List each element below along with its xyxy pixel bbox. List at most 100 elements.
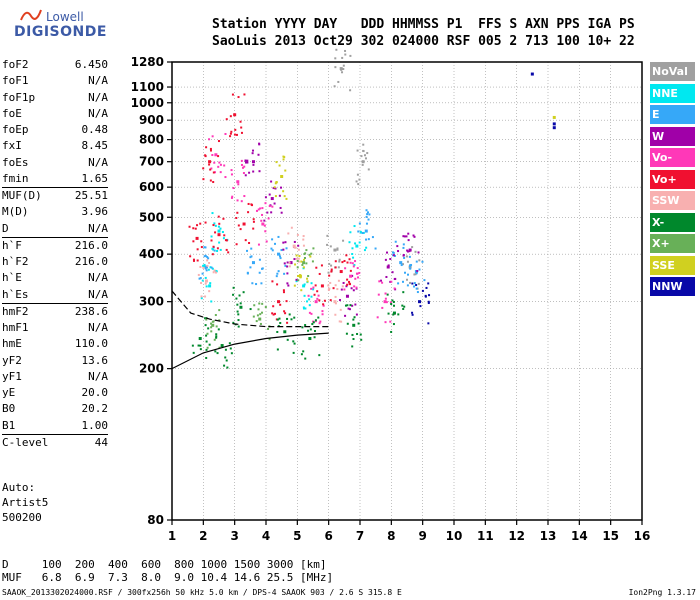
data-point: [279, 257, 282, 260]
data-point: [392, 300, 395, 303]
data-point: [406, 260, 409, 263]
data-point: [208, 343, 211, 346]
data-point: [208, 160, 212, 164]
data-point: [351, 253, 354, 256]
data-point: [299, 274, 302, 277]
param-label: fmin: [2, 171, 29, 185]
chart-legend: NoVal NNE E W Vo- Vo+ SSW X- X+ SSE NNW: [650, 62, 695, 299]
data-point: [212, 171, 215, 174]
data-point: [284, 169, 287, 172]
data-point: [301, 263, 304, 266]
data-point: [251, 152, 254, 155]
data-point: [305, 249, 308, 252]
data-point: [365, 215, 368, 218]
data-point: [303, 307, 306, 310]
data-point: [210, 167, 213, 170]
data-point: [345, 285, 348, 288]
legend-item: SSE: [650, 255, 695, 275]
data-point: [239, 228, 242, 231]
data-point: [229, 132, 232, 135]
data-point: [249, 266, 252, 269]
data-point: [552, 126, 556, 130]
data-point: [309, 328, 312, 331]
y-tick-label: 1000: [131, 96, 164, 110]
data-point: [306, 277, 309, 280]
y-tick-label: 300: [139, 295, 164, 309]
data-point: [310, 252, 313, 255]
data-point: [334, 302, 337, 305]
data-point: [202, 264, 205, 267]
data-point: [349, 231, 352, 234]
data-point: [412, 234, 415, 237]
data-point: [393, 287, 396, 290]
data-point: [342, 68, 345, 71]
data-point: [211, 154, 214, 157]
data-point: [203, 255, 206, 258]
data-point: [199, 222, 202, 225]
data-point: [236, 211, 239, 214]
data-point: [361, 232, 364, 235]
data-point: [293, 342, 296, 345]
data-point: [356, 149, 359, 152]
data-point: [302, 238, 305, 241]
data-point: [334, 266, 337, 269]
data-point: [274, 195, 277, 198]
data-point: [417, 282, 420, 285]
data-point: [203, 246, 206, 249]
data-point: [210, 239, 213, 242]
data-point: [391, 299, 394, 302]
data-point: [211, 253, 214, 256]
x-tick-label: 12: [508, 529, 525, 543]
data-point: [407, 273, 410, 276]
data-point: [241, 166, 244, 169]
data-point: [310, 282, 313, 285]
data-point: [392, 311, 396, 315]
data-point: [384, 297, 387, 300]
series-x-: [191, 286, 406, 369]
y-tick-label: 600: [139, 180, 164, 194]
data-point: [358, 178, 361, 181]
conversion-muf: MUF 6.8 6.9 7.3 8.0 9.0 10.4 14.6 25.5 […: [2, 571, 334, 584]
data-point: [411, 311, 414, 314]
data-point: [364, 229, 368, 233]
data-point: [257, 208, 260, 211]
data-point: [286, 317, 289, 320]
data-point: [253, 304, 256, 307]
param-value: N/A: [88, 321, 108, 334]
data-point: [215, 333, 218, 336]
data-point: [338, 320, 341, 323]
data-point: [208, 163, 211, 166]
data-point: [360, 155, 363, 158]
data-point: [272, 187, 275, 190]
data-point: [313, 330, 316, 333]
data-point: [357, 183, 360, 186]
data-point: [226, 366, 229, 369]
data-point: [210, 330, 213, 333]
data-point: [427, 302, 430, 305]
data-point: [402, 243, 405, 246]
data-point: [366, 213, 369, 216]
data-point: [423, 279, 426, 282]
data-point: [233, 133, 236, 136]
data-point: [243, 195, 246, 198]
param-value: 216.0: [74, 255, 108, 268]
data-point: [192, 227, 195, 230]
data-point: [282, 241, 285, 244]
data-point: [292, 351, 295, 354]
data-point: [192, 259, 195, 262]
data-point: [209, 266, 212, 269]
data-point: [225, 239, 228, 242]
data-point: [297, 279, 300, 282]
data-point: [319, 320, 322, 323]
series-w: [244, 142, 420, 317]
data-point: [210, 300, 213, 303]
param-value: N/A: [88, 369, 108, 383]
legend-item: NNE: [650, 83, 695, 103]
data-point: [403, 256, 406, 259]
data-point: [258, 143, 261, 146]
data-point: [413, 282, 416, 285]
param-label: h`F2: [2, 255, 29, 268]
data-point: [340, 68, 343, 71]
data-point: [270, 247, 273, 250]
data-point: [261, 222, 265, 226]
